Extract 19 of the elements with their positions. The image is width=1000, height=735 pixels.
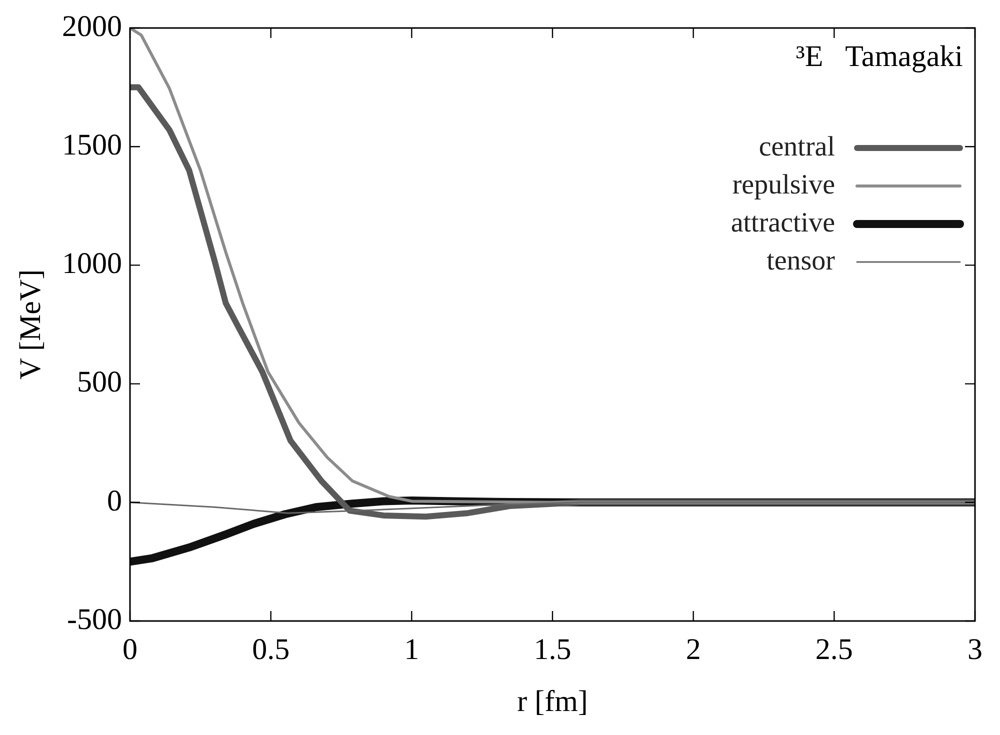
x-tick-label: 3 — [968, 632, 982, 666]
x-tick-label: 2 — [686, 632, 701, 666]
annotation: ³E Tamagaki — [796, 40, 963, 73]
y-axis-title: V [MeV] — [14, 269, 47, 380]
legend-label: repulsive — [732, 169, 835, 200]
x-axis-title: r [fm] — [517, 684, 588, 718]
x-tick-label: 2.5 — [815, 632, 853, 666]
x-tick-label: 1.5 — [534, 632, 572, 666]
legend-label: attractive — [730, 207, 835, 238]
legend-label: central — [758, 131, 836, 162]
y-tick-label: 0 — [107, 484, 122, 518]
y-tick-label: 500 — [77, 366, 122, 399]
y-tick-label: 2000 — [62, 10, 122, 43]
y-tick-label: -500 — [67, 602, 122, 636]
x-tick-label: 1 — [404, 632, 420, 666]
legend-label: tensor — [766, 245, 836, 276]
y-tick-label: 1500 — [62, 128, 122, 162]
x-tick-label: 0.5 — [252, 632, 290, 666]
y-tick-label: 1000 — [62, 247, 122, 280]
